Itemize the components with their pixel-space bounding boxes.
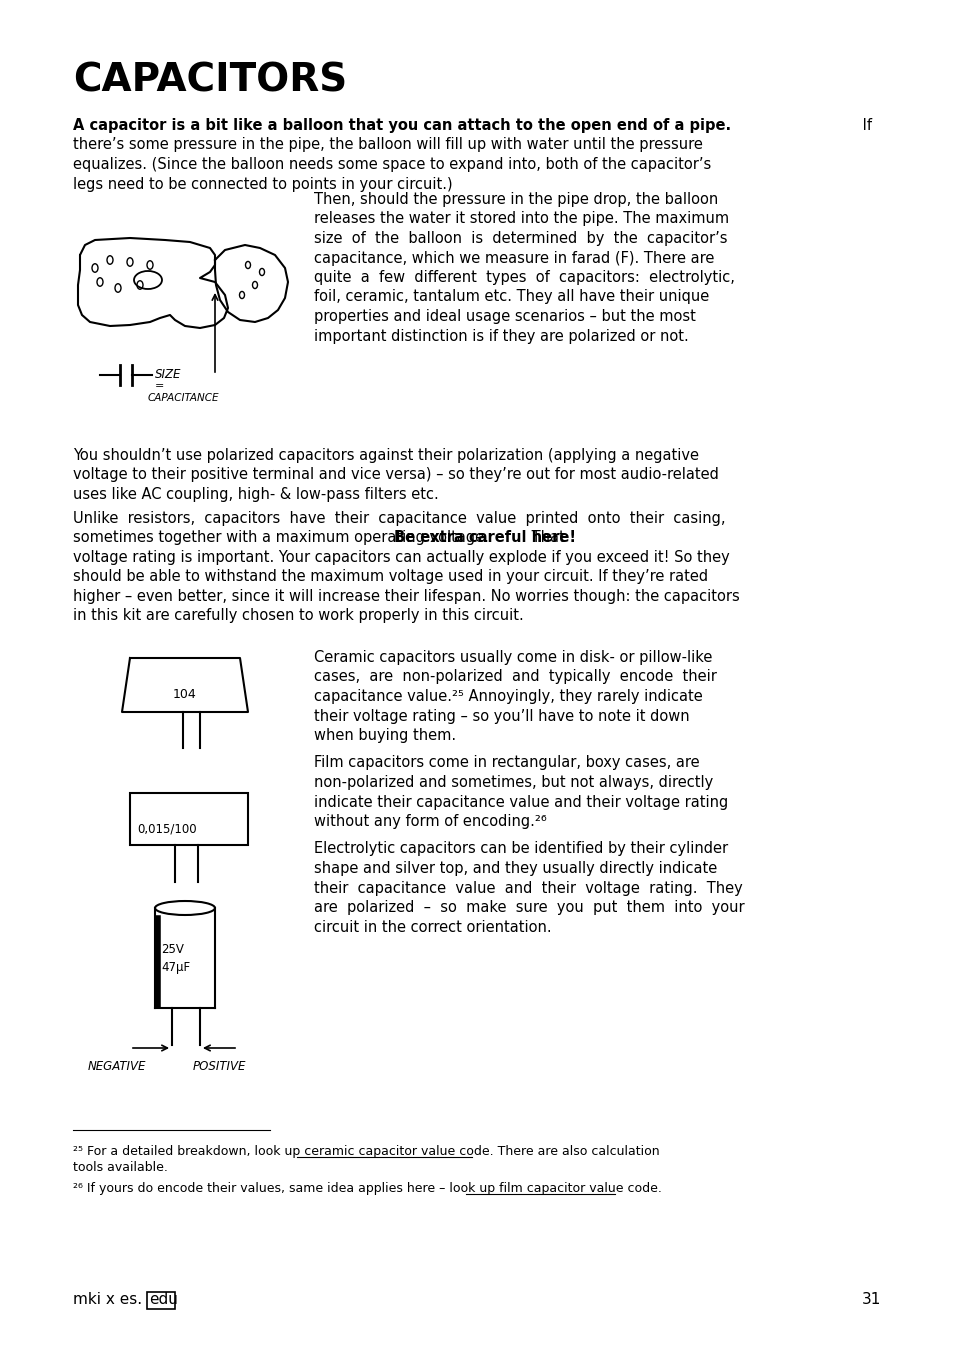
Text: You shouldn’t use polarized capacitors against their polarization (applying a ne: You shouldn’t use polarized capacitors a… bbox=[73, 448, 699, 463]
Text: tools available.: tools available. bbox=[73, 1161, 168, 1174]
Text: circuit in the correct orientation.: circuit in the correct orientation. bbox=[314, 919, 551, 934]
Text: capacitance, which we measure in farad (F). There are: capacitance, which we measure in farad (… bbox=[314, 251, 714, 266]
Text: =: = bbox=[154, 381, 164, 392]
Text: Electrolytic capacitors can be identified by their cylinder: Electrolytic capacitors can be identifie… bbox=[314, 841, 727, 856]
Text: Ceramic capacitors usually come in disk- or pillow-like: Ceramic capacitors usually come in disk-… bbox=[314, 649, 712, 666]
Text: 104: 104 bbox=[172, 688, 196, 701]
Text: without any form of encoding.²⁶: without any form of encoding.²⁶ bbox=[314, 814, 546, 829]
Text: foil, ceramic, tantalum etc. They all have their unique: foil, ceramic, tantalum etc. They all ha… bbox=[314, 289, 708, 305]
Text: Unlike  resistors,  capacitors  have  their  capacitance  value  printed  onto  : Unlike resistors, capacitors have their … bbox=[73, 510, 724, 525]
Text: their  capacitance  value  and  their  voltage  rating.  They: their capacitance value and their voltag… bbox=[314, 880, 742, 895]
Text: SIZE: SIZE bbox=[154, 369, 181, 381]
Text: Film capacitors come in rectangular, boxy cases, are: Film capacitors come in rectangular, box… bbox=[314, 756, 699, 771]
Text: higher – even better, since it will increase their lifespan. No worries though: : higher – even better, since it will incr… bbox=[73, 589, 739, 603]
Text: should be able to withstand the maximum voltage used in your circuit. If they’re: should be able to withstand the maximum … bbox=[73, 568, 707, 585]
Text: legs need to be connected to points in your circuit.): legs need to be connected to points in y… bbox=[73, 177, 452, 192]
Text: If: If bbox=[858, 117, 871, 134]
Text: NEGATIVE: NEGATIVE bbox=[88, 1060, 146, 1073]
Text: there’s some pressure in the pipe, the balloon will fill up with water until the: there’s some pressure in the pipe, the b… bbox=[73, 138, 702, 153]
Text: important distinction is if they are polarized or not.: important distinction is if they are pol… bbox=[314, 328, 688, 343]
Text: cases,  are  non-polarized  and  typically  encode  their: cases, are non-polarized and typically e… bbox=[314, 670, 716, 684]
Text: properties and ideal usage scenarios – but the most: properties and ideal usage scenarios – b… bbox=[314, 309, 695, 324]
Text: uses like AC coupling, high- & low-pass filters etc.: uses like AC coupling, high- & low-pass … bbox=[73, 487, 438, 502]
Text: 0,015/100: 0,015/100 bbox=[137, 824, 196, 836]
Text: equalizes. (Since the balloon needs some space to expand into, both of the capac: equalizes. (Since the balloon needs some… bbox=[73, 157, 711, 171]
Text: 47μF: 47μF bbox=[161, 961, 190, 973]
Text: shape and silver top, and they usually directly indicate: shape and silver top, and they usually d… bbox=[314, 861, 717, 876]
Text: voltage rating is important. Your capacitors can actually explode if you exceed : voltage rating is important. Your capaci… bbox=[73, 549, 729, 564]
Text: releases the water it stored into the pipe. The maximum: releases the water it stored into the pi… bbox=[314, 212, 728, 227]
Text: 25V: 25V bbox=[161, 944, 184, 956]
Text: Then, should the pressure in the pipe drop, the balloon: Then, should the pressure in the pipe dr… bbox=[314, 192, 718, 207]
Text: CAPACITANCE: CAPACITANCE bbox=[148, 393, 219, 404]
Text: in this kit are carefully chosen to work properly in this circuit.: in this kit are carefully chosen to work… bbox=[73, 608, 523, 622]
Text: ²⁶ If yours do encode their values, same idea applies here – look up film capaci: ²⁶ If yours do encode their values, same… bbox=[73, 1183, 661, 1195]
Text: edu: edu bbox=[149, 1292, 177, 1308]
Text: their voltage rating – so you’ll have to note it down: their voltage rating – so you’ll have to… bbox=[314, 709, 689, 724]
Bar bbox=[130, 792, 248, 845]
Text: POSITIVE: POSITIVE bbox=[193, 1060, 246, 1073]
Text: are  polarized  –  so  make  sure  you  put  them  into  your: are polarized – so make sure you put the… bbox=[314, 900, 744, 915]
Text: size  of  the  balloon  is  determined  by  the  capacitor’s: size of the balloon is determined by the… bbox=[314, 231, 727, 246]
Text: ²⁵ For a detailed breakdown, look up ceramic capacitor value code. There are als: ²⁵ For a detailed breakdown, look up cer… bbox=[73, 1145, 659, 1158]
Text: mki x es.: mki x es. bbox=[73, 1292, 142, 1308]
Text: quite  a  few  different  types  of  capacitors:  electrolytic,: quite a few different types of capacitor… bbox=[314, 270, 734, 285]
Text: sometimes together with a maximum operating voltage.: sometimes together with a maximum operat… bbox=[73, 531, 493, 545]
Text: non-polarized and sometimes, but not always, directly: non-polarized and sometimes, but not alw… bbox=[314, 775, 713, 790]
Text: A capacitor is a bit like a balloon that you can attach to the open end of a pip: A capacitor is a bit like a balloon that… bbox=[73, 117, 730, 134]
Text: capacitance value.²⁵ Annoyingly, they rarely indicate: capacitance value.²⁵ Annoyingly, they ra… bbox=[314, 688, 702, 703]
Text: when buying them.: when buying them. bbox=[314, 728, 456, 743]
Bar bbox=[147, 1292, 174, 1310]
Text: CAPACITORS: CAPACITORS bbox=[73, 62, 347, 100]
Text: indicate their capacitance value and their voltage rating: indicate their capacitance value and the… bbox=[314, 795, 727, 810]
Text: voltage to their positive terminal and vice versa) – so they’re out for most aud: voltage to their positive terminal and v… bbox=[73, 467, 719, 482]
Text: Be extra careful here!: Be extra careful here! bbox=[394, 531, 575, 545]
Text: That: That bbox=[526, 531, 564, 545]
Text: 31: 31 bbox=[861, 1292, 880, 1308]
